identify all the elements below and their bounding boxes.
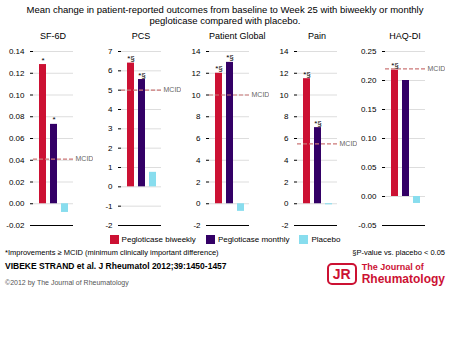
- svg-text:-1: -1: [105, 202, 113, 211]
- svg-text:*§: *§: [314, 118, 322, 127]
- svg-text:12: 12: [280, 69, 289, 78]
- svg-text:*§: *§: [226, 53, 234, 62]
- svg-text:3: 3: [108, 124, 113, 133]
- html-text:Pegloticase monthly: Pegloticase monthly: [217, 234, 290, 244]
- svg-text:-0.02: -0.02: [6, 221, 25, 230]
- svg-text:0.25: 0.25: [361, 47, 377, 56]
- html-text:©2012 by The Journal of Rheuma: ©2012 by The Journal of Rheumatology: [5, 278, 129, 286]
- html-text:PCS: PCS: [131, 30, 151, 41]
- svg-text:*§: *§: [127, 54, 135, 63]
- svg-text:0.00: 0.00: [361, 192, 377, 201]
- html-text:Mean change in patient-reporte: Mean change in patient-reported outcomes…: [26, 4, 424, 27]
- svg-text:6: 6: [108, 66, 113, 75]
- html-text:Rheumatology: Rheumatology: [361, 271, 445, 286]
- svg-text:0: 0: [196, 199, 201, 208]
- svg-text:MCID: MCID: [428, 65, 446, 72]
- html-text:HAQ-DI: HAQ-DI: [389, 30, 421, 41]
- svg-text:MCID: MCID: [76, 155, 94, 162]
- html-text:§P-value vs. placebo < 0.05: §P-value vs. placebo < 0.05: [352, 247, 445, 257]
- svg-text:12: 12: [192, 69, 201, 78]
- svg-text:*: *: [52, 115, 55, 124]
- svg-text:0.00: 0.00: [9, 199, 25, 208]
- svg-text:*§: *§: [138, 70, 146, 79]
- svg-text:0.20: 0.20: [361, 76, 377, 85]
- html-text:Pain: Pain: [308, 30, 326, 41]
- svg-text:0.10: 0.10: [361, 134, 377, 143]
- svg-text:0.12: 0.12: [9, 69, 25, 78]
- svg-text:14: 14: [192, 47, 201, 56]
- svg-text:MCID: MCID: [340, 140, 358, 147]
- svg-text:2: 2: [196, 177, 201, 186]
- html-text:VIBEKE STRAND et al. J Rheumat: VIBEKE STRAND et al. J Rheumatol 2012;39…: [5, 260, 227, 271]
- svg-text:0: 0: [108, 182, 113, 191]
- svg-text:0.15: 0.15: [361, 105, 377, 114]
- svg-text:7: 7: [108, 47, 113, 56]
- svg-text:1: 1: [108, 163, 113, 172]
- svg-text:*§: *§: [303, 69, 311, 78]
- svg-text:6: 6: [196, 134, 201, 143]
- svg-text:2: 2: [108, 144, 113, 153]
- svg-text:4: 4: [108, 105, 113, 114]
- svg-text:10: 10: [192, 90, 201, 99]
- svg-text:0: 0: [284, 199, 289, 208]
- svg-text:8: 8: [284, 112, 289, 121]
- svg-text:*§: *§: [215, 64, 223, 73]
- svg-text:-0.05: -0.05: [358, 221, 377, 230]
- svg-text:-2: -2: [281, 221, 289, 230]
- html-text:JR: JR: [332, 265, 351, 282]
- svg-text:4: 4: [284, 156, 289, 165]
- svg-text:-2: -2: [193, 221, 201, 230]
- svg-text:2: 2: [284, 177, 289, 186]
- html-text:SF-6D: SF-6D: [40, 30, 66, 41]
- svg-text:0.02: 0.02: [9, 177, 25, 186]
- html-text:The Journal of: The Journal of: [361, 261, 424, 272]
- svg-text:0.10: 0.10: [9, 90, 25, 99]
- svg-text:MCID: MCID: [252, 91, 270, 98]
- html-text:Patient Global: Patient Global: [209, 30, 266, 41]
- svg-text:14: 14: [280, 47, 289, 56]
- svg-text:*: *: [41, 55, 44, 64]
- svg-text:8: 8: [196, 112, 201, 121]
- svg-text:6: 6: [284, 134, 289, 143]
- svg-text:0.08: 0.08: [9, 112, 25, 121]
- svg-text:0.05: 0.05: [361, 163, 377, 172]
- svg-text:4: 4: [196, 156, 201, 165]
- svg-text:MCID: MCID: [164, 86, 182, 93]
- svg-text:0.06: 0.06: [9, 134, 25, 143]
- svg-text:-2: -2: [105, 221, 113, 230]
- svg-text:*§: *§: [391, 61, 399, 70]
- svg-text:10: 10: [280, 90, 289, 99]
- html-text:*Improvements ≥ MCID (minimum: *Improvements ≥ MCID (minimum clinically…: [5, 247, 219, 257]
- svg-text:5: 5: [108, 86, 113, 95]
- svg-text:0.14: 0.14: [9, 47, 25, 56]
- html-text:Placebo: Placebo: [311, 234, 341, 244]
- html-text:Pegloticase biweekly: Pegloticase biweekly: [121, 234, 196, 244]
- svg-text:0.04: 0.04: [9, 156, 25, 165]
